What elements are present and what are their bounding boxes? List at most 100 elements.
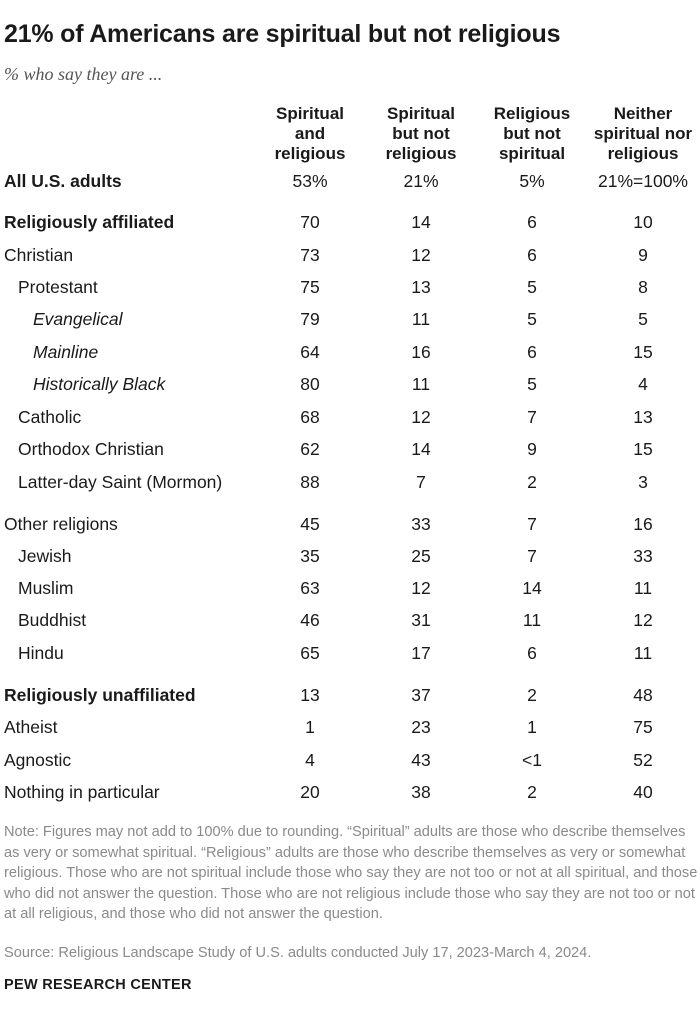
table-cell: 2 xyxy=(527,685,537,705)
table-cell: 8 xyxy=(638,277,648,297)
table-cell: 65 xyxy=(300,643,320,663)
table-cell: 14 xyxy=(411,212,431,232)
table-cell: 13 xyxy=(411,277,431,297)
table-cell: 7 xyxy=(527,546,537,566)
column-header-line: religious xyxy=(274,144,346,163)
brand-logo-text: PEW RESEARCH CENTER xyxy=(4,977,192,993)
table-row: Agnostic 4 43 <1 52 xyxy=(0,745,700,775)
table-cell: 75 xyxy=(633,717,653,737)
table-row: All U.S. adults 53% 21% 5% 21%=100% xyxy=(0,166,700,196)
column-header-line: religious xyxy=(385,144,457,163)
table-cell: 2 xyxy=(527,472,537,492)
table-cell: 25 xyxy=(411,546,431,566)
table-cell: 45 xyxy=(300,514,320,534)
table-cell: 6 xyxy=(527,342,537,362)
column-header-line: and xyxy=(294,124,326,143)
table-cell: 14 xyxy=(522,578,542,598)
table-cell: 1 xyxy=(305,717,315,737)
table-cell: <1 xyxy=(522,750,542,770)
table-cell: 13 xyxy=(633,407,653,427)
table-cell: 16 xyxy=(411,342,431,362)
row-label: Christian xyxy=(4,245,74,265)
column-header-line: Religious xyxy=(493,104,571,123)
table-cell: 4 xyxy=(638,374,648,394)
column-header-line: but not xyxy=(503,124,561,143)
table-row: Protestant 75 13 5 8 xyxy=(0,272,700,302)
table-cell: 12 xyxy=(633,610,653,630)
table-cell: 16 xyxy=(633,514,653,534)
row-label: Catholic xyxy=(18,407,82,427)
table-cell: 10 xyxy=(633,212,653,232)
row-label: Protestant xyxy=(18,277,98,297)
table-cell: 5 xyxy=(527,309,537,329)
table-cell: 88 xyxy=(300,472,320,492)
row-label: Orthodox Christian xyxy=(18,439,164,459)
table-cell: 7 xyxy=(527,514,537,534)
table-row: Other religions 45 33 7 16 xyxy=(0,509,700,539)
table-cell: 11 xyxy=(633,643,653,663)
table-cell: 6 xyxy=(527,643,537,663)
row-label: Historically Black xyxy=(33,374,166,394)
row-label: Religiously affiliated xyxy=(4,212,175,232)
table-cell: 23 xyxy=(411,717,431,737)
row-label: Religiously unaffiliated xyxy=(4,685,196,705)
table-cell: 2 xyxy=(527,782,537,802)
table-cell: 48 xyxy=(633,685,653,705)
table-cell: 7 xyxy=(416,472,426,492)
row-label: Jewish xyxy=(18,546,72,566)
table-cell: 12 xyxy=(411,578,431,598)
table-cell: 12 xyxy=(411,407,431,427)
table-cell: 13 xyxy=(300,685,320,705)
table-cell: 52 xyxy=(633,750,653,770)
table-cell: 40 xyxy=(633,782,653,802)
table-row: Mainline 64 16 6 15 xyxy=(0,337,700,367)
table-row: Religiously affiliated 70 14 6 10 xyxy=(0,207,700,237)
table-cell: 5 xyxy=(638,309,648,329)
table-cell: 9 xyxy=(638,245,648,265)
column-header-line: spiritual nor xyxy=(593,124,693,143)
table-cell: 70 xyxy=(300,212,320,232)
table-cell: 68 xyxy=(300,407,320,427)
table-cell: 3 xyxy=(638,472,648,492)
table-cell: 64 xyxy=(300,342,320,362)
column-header-line: Neither xyxy=(613,104,673,123)
column-header-line: Spiritual xyxy=(275,104,344,123)
table-row: Latter-day Saint (Mormon) 88 7 2 3 xyxy=(0,467,700,497)
column-header-line: spiritual xyxy=(498,144,566,163)
table-cell: 53% xyxy=(292,171,328,191)
table-cell: 7 xyxy=(527,407,537,427)
table-cell: 1 xyxy=(527,717,537,737)
table-cell: 6 xyxy=(527,245,537,265)
row-label: Muslim xyxy=(18,578,74,598)
row-label: Hindu xyxy=(18,643,64,663)
footnote: Note: Figures may not add to 100% due to… xyxy=(4,824,698,922)
table-cell: 15 xyxy=(633,342,653,362)
table-cell: 11 xyxy=(633,578,653,598)
table-row: Jewish 35 25 7 33 xyxy=(0,541,700,571)
row-label: Latter-day Saint (Mormon) xyxy=(18,472,223,492)
table-cell: 63 xyxy=(300,578,320,598)
chart-subtitle: % who say they are ... xyxy=(4,64,163,84)
table-cell: 37 xyxy=(411,685,431,705)
row-label: Nothing in particular xyxy=(4,782,160,802)
table-cell: 75 xyxy=(300,277,320,297)
table-cell: 38 xyxy=(411,782,431,802)
table-cell: 4 xyxy=(305,750,315,770)
table-cell: 5 xyxy=(527,374,537,394)
table-row: Evangelical 79 11 5 5 xyxy=(0,304,700,334)
row-label: Buddhist xyxy=(18,610,87,630)
table-cell: 46 xyxy=(300,610,320,630)
chart-title: 21% of Americans are spiritual but not r… xyxy=(4,20,561,48)
table-row: Muslim 63 12 14 11 xyxy=(0,573,700,603)
table-cell: 33 xyxy=(633,546,653,566)
table-cell: 5 xyxy=(527,277,537,297)
row-label: Atheist xyxy=(4,717,58,737)
table-cell: 31 xyxy=(411,610,431,630)
table-cell: 73 xyxy=(300,245,320,265)
table-cell: 17 xyxy=(411,643,431,663)
column-header-line: but not xyxy=(392,124,450,143)
table-cell: 11 xyxy=(522,610,542,630)
column-header: Spiritual and religious xyxy=(250,104,370,164)
table-cell: 11 xyxy=(411,374,431,394)
table-cell: 43 xyxy=(411,750,431,770)
